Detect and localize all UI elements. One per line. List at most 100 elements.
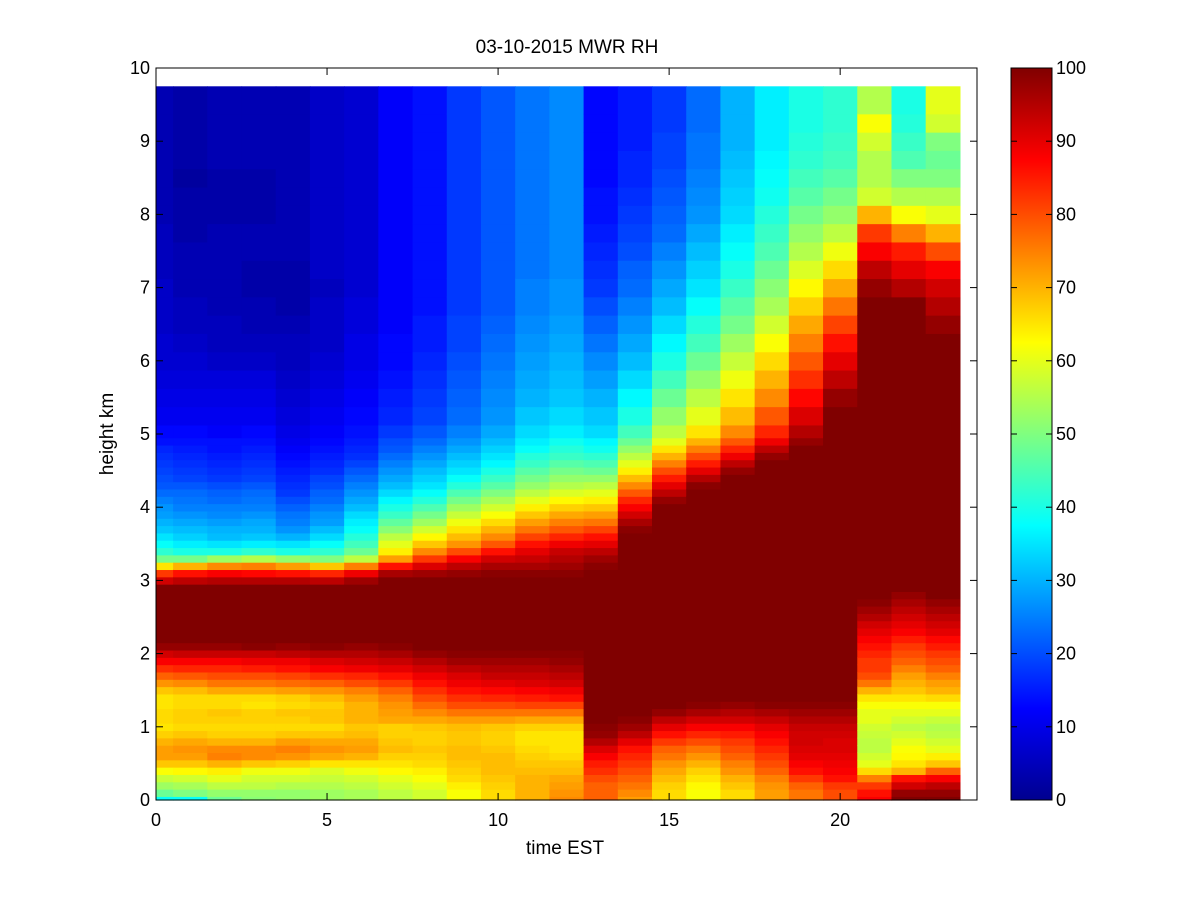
heatmap-cell — [891, 591, 927, 600]
heatmap-cell — [857, 241, 893, 261]
heatmap-cell — [515, 496, 550, 505]
heatmap-cell — [754, 686, 790, 695]
heatmap-cell — [344, 437, 379, 446]
heatmap-cell — [857, 767, 893, 775]
heatmap-cell — [686, 562, 722, 571]
heatmap-cell — [378, 369, 414, 389]
heatmap-cell — [788, 315, 824, 334]
heatmap-cell — [583, 241, 619, 261]
heatmap-cell — [686, 627, 722, 636]
heatmap-cell — [173, 686, 208, 695]
heatmap-cell — [788, 679, 824, 688]
heatmap-cell — [857, 132, 893, 151]
heatmap-cell — [173, 547, 208, 556]
heatmap-cell — [891, 351, 927, 371]
heatmap-cell — [515, 671, 550, 680]
heatmap-cell — [446, 481, 482, 490]
heatmap-cell — [156, 86, 174, 115]
heatmap-cell — [309, 466, 345, 475]
heatmap-cell — [173, 132, 208, 151]
heatmap-cell — [515, 481, 550, 490]
heatmap-cell — [156, 737, 174, 746]
heatmap-cell — [925, 333, 961, 353]
heatmap-cell — [412, 569, 448, 578]
heatmap-cell — [549, 752, 585, 761]
heatmap-cell — [891, 241, 927, 261]
heatmap-cell — [583, 752, 619, 761]
heatmap-cell — [275, 113, 311, 133]
heatmap-cell — [241, 503, 277, 512]
heatmap-cell — [515, 598, 550, 607]
heatmap-cell — [446, 315, 482, 334]
heatmap-cell — [891, 333, 927, 353]
heatmap-cell — [686, 686, 722, 695]
heatmap-cell — [515, 296, 550, 316]
heatmap-cell — [309, 518, 345, 527]
heatmap-cell — [857, 525, 893, 534]
heatmap-cell — [515, 532, 550, 541]
heatmap-cell — [549, 591, 585, 600]
heatmap-cell — [207, 518, 243, 527]
heatmap-cell — [788, 598, 824, 607]
heatmap-cell — [480, 488, 516, 497]
heatmap-cell — [549, 664, 585, 673]
heatmap-cell — [925, 424, 961, 439]
heatmap-cell — [241, 452, 277, 461]
heatmap-cell — [412, 584, 448, 592]
heatmap-cell — [857, 591, 893, 600]
heatmap-cell — [823, 278, 858, 298]
heatmap-cell — [173, 723, 208, 732]
heatmap-cell — [652, 693, 687, 702]
heatmap-cell — [720, 315, 756, 334]
heatmap-cell — [241, 789, 277, 797]
heatmap-cell — [446, 369, 482, 389]
heatmap-cell — [480, 168, 516, 188]
heatmap-cell — [857, 532, 893, 541]
heatmap-cell — [344, 730, 379, 739]
heatmap-cell — [275, 657, 311, 666]
heatmap-cell — [549, 613, 585, 622]
heatmap-cell — [480, 774, 516, 783]
heatmap-cell — [549, 437, 585, 446]
heatmap-cell — [720, 351, 756, 371]
heatmap-cell — [583, 223, 619, 243]
heatmap-cell — [515, 315, 550, 334]
heatmap-cell — [275, 444, 311, 453]
heatmap-cell — [156, 474, 174, 483]
heatmap-cell — [788, 540, 824, 549]
heatmap-cell — [583, 518, 619, 527]
heatmap-cell — [857, 781, 893, 790]
heatmap-cell — [480, 752, 516, 761]
heatmap-cell — [344, 474, 379, 483]
heatmap-cell — [173, 781, 208, 790]
x-tick-label: 15 — [659, 810, 679, 830]
heatmap-cell — [617, 796, 653, 801]
heatmap-cell — [617, 627, 653, 636]
heatmap-cell — [788, 503, 824, 512]
heatmap-cell — [686, 745, 722, 754]
heatmap-cell — [857, 598, 893, 607]
heatmap-cell — [788, 388, 824, 408]
heatmap-cell — [823, 789, 858, 797]
heatmap-cell — [925, 86, 961, 115]
heatmap-cell — [823, 532, 858, 541]
heatmap-cell — [344, 466, 379, 475]
heatmap-cell — [891, 540, 927, 549]
heatmap-cell — [480, 466, 516, 475]
heatmap-cell — [207, 351, 243, 371]
heatmap-cell — [156, 260, 174, 280]
heatmap-cell — [857, 730, 893, 739]
heatmap-cell — [480, 657, 516, 666]
heatmap-cell — [686, 241, 722, 261]
heatmap-cell — [515, 241, 550, 261]
heatmap-cell — [446, 737, 482, 746]
heatmap-cell — [891, 424, 927, 439]
heatmap-cell — [156, 723, 174, 732]
heatmap-cell — [446, 388, 482, 408]
heatmap-cell — [156, 584, 174, 592]
heatmap-cell — [754, 796, 790, 801]
heatmap-cell — [652, 223, 687, 243]
heatmap-cell — [617, 752, 653, 761]
heatmap-cell — [583, 132, 619, 151]
heatmap-cell — [309, 584, 345, 592]
